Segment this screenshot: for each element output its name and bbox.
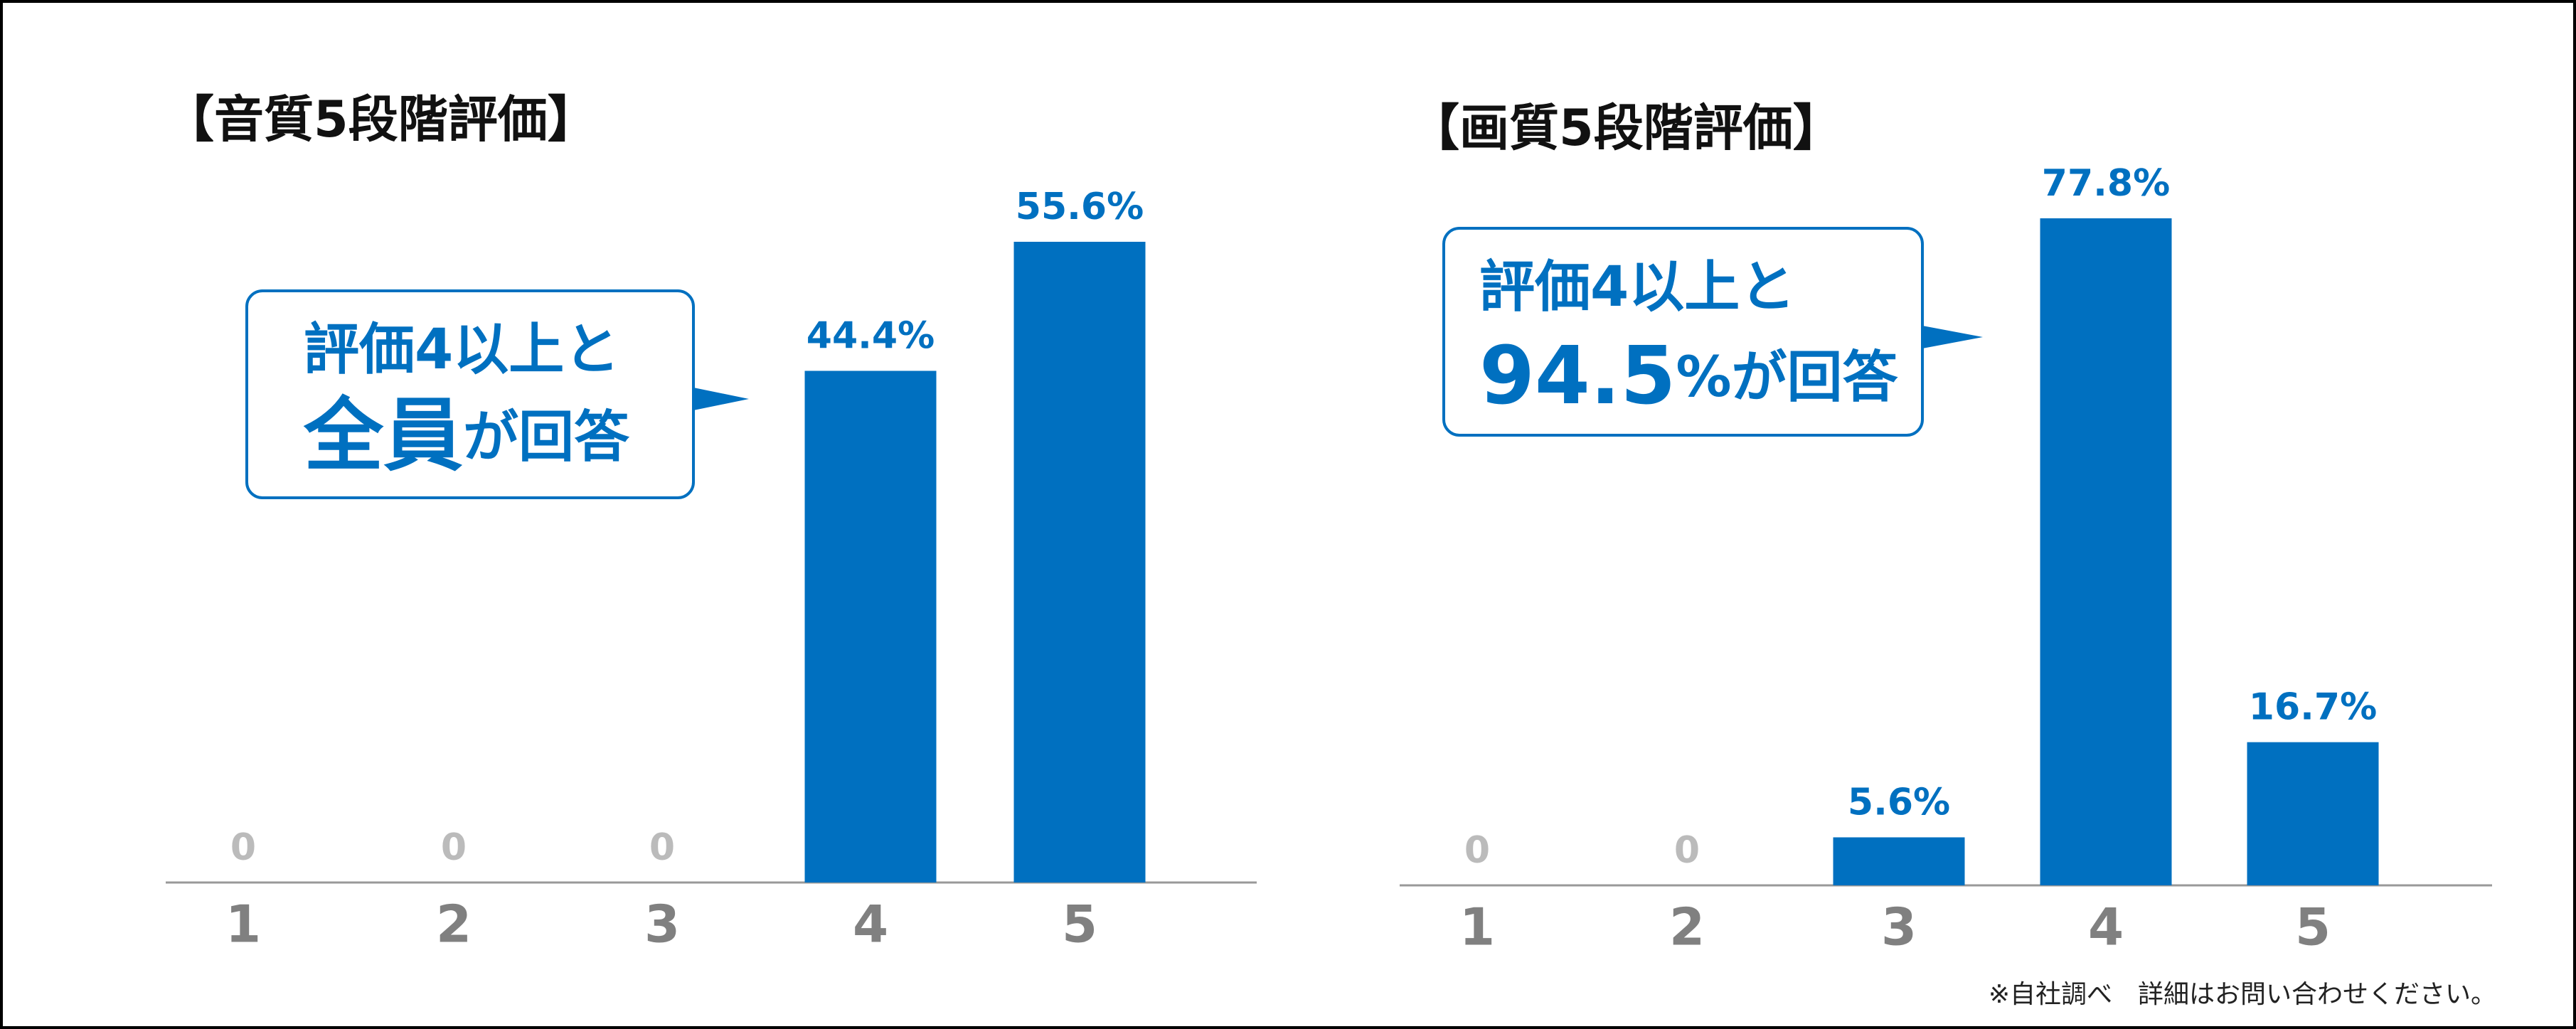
callout-text: 評価4以上と <box>1479 255 1795 319</box>
chart-title: 【画質5段階評価】 <box>1410 99 1843 157</box>
callout-segment: 評価4以上と <box>304 318 619 382</box>
x-tick-label: 2 <box>436 895 472 954</box>
footnote: ※自社調べ 詳細はお問い合わせください。 <box>1989 980 2496 1009</box>
callout-text: 評価4以上と <box>304 318 619 382</box>
value-label: 16.7% <box>2249 686 2377 729</box>
callout-segment: %が回答 <box>1676 346 1898 410</box>
x-tick-label: 2 <box>1669 897 1705 957</box>
value-label: 0 <box>230 826 256 869</box>
value-label: 77.8% <box>2042 162 2170 205</box>
value-label: 0 <box>1464 829 1490 872</box>
x-tick-label: 5 <box>2295 897 2331 957</box>
x-tick-label: 3 <box>1881 897 1917 957</box>
x-tick-label: 3 <box>644 895 680 954</box>
x-tick-label: 4 <box>2088 897 2124 957</box>
callout-text: 94.5%が回答 <box>1479 330 1898 422</box>
bar <box>804 370 937 883</box>
x-tick-label: 5 <box>1062 895 1097 954</box>
callout-segment: 評価4以上と <box>1479 255 1795 319</box>
bar <box>2040 218 2172 885</box>
value-label: 44.4% <box>807 314 935 357</box>
value-label: 55.6% <box>1016 186 1144 228</box>
bar <box>1833 837 1965 885</box>
value-label: 0 <box>649 826 675 869</box>
callout-segment: 全員 <box>303 390 463 482</box>
chart-title: 【音質5段階評価】 <box>164 90 597 149</box>
x-tick-label: 1 <box>225 895 261 954</box>
x-tick-label: 1 <box>1459 897 1495 957</box>
value-label: 0 <box>1674 829 1700 872</box>
callout-pointer <box>1922 326 1983 348</box>
value-label: 5.6% <box>1848 781 1950 823</box>
bar <box>2247 742 2379 885</box>
bar <box>1013 242 1146 883</box>
callout-segment: 94.5 <box>1479 330 1676 422</box>
callout-pointer <box>693 388 749 410</box>
value-label: 0 <box>441 826 467 869</box>
callout-segment: が回答 <box>463 405 630 469</box>
x-tick-label: 4 <box>853 895 888 954</box>
callout-text: 全員が回答 <box>303 390 630 482</box>
